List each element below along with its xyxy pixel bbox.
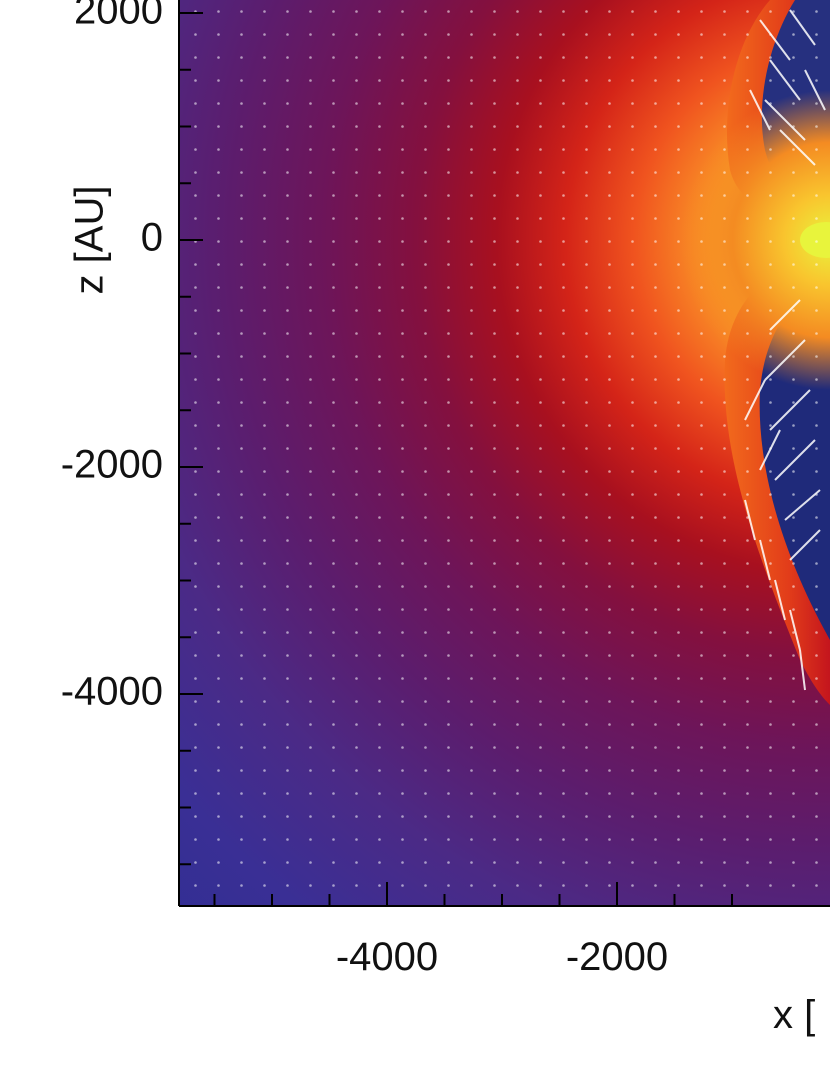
y-axis-title: z [AU]: [68, 186, 112, 295]
x-tick-label: -2000: [566, 935, 668, 979]
plot-area: [180, 0, 830, 906]
plot-axes: [178, 0, 830, 907]
velocity-vector-field: [180, 0, 830, 906]
tick-labels: 2000 0 -2000 -4000 -4000 -2000: [61, 0, 668, 979]
x-axis-title: x [: [773, 993, 815, 1037]
y-tick-label: -2000: [61, 443, 163, 487]
x-tick-label: -4000: [336, 935, 438, 979]
y-tick-label: 2000: [74, 0, 163, 33]
y-tick-label: -4000: [61, 670, 163, 714]
y-tick-label: 0: [141, 216, 163, 260]
velocity-vectors-outflow: [744, 9, 826, 691]
plot-frame-top-edge: [180, 0, 830, 1]
tick-marks: [179, 12, 733, 906]
